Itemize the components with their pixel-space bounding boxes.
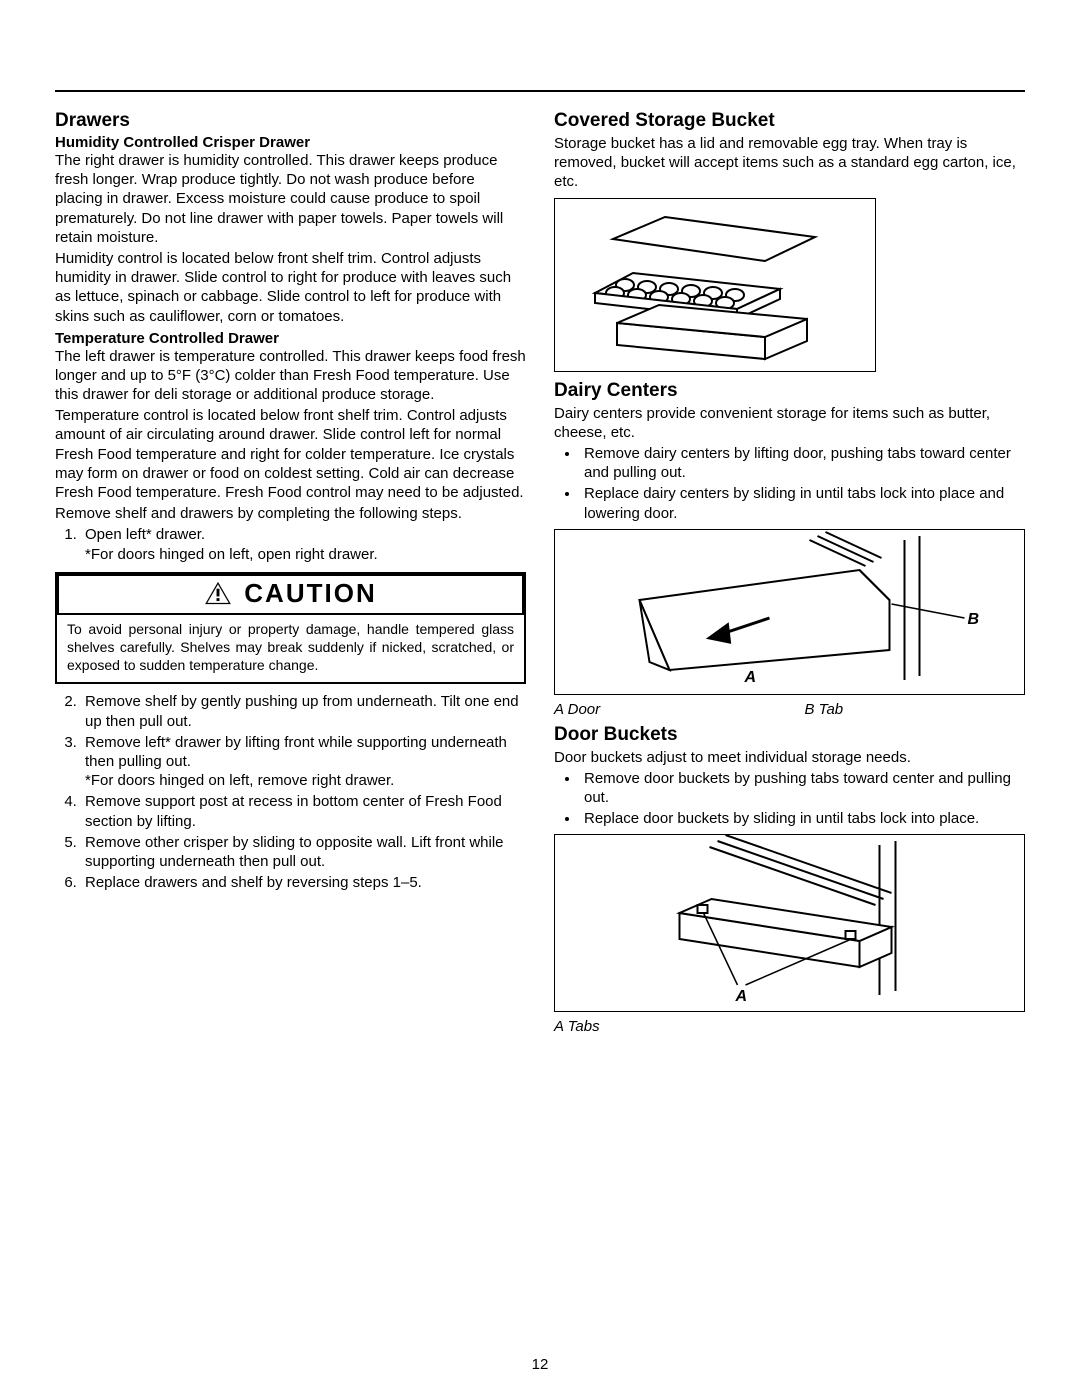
drawers-heading: Drawers	[55, 110, 526, 132]
dairy-center-illustration-icon: B A	[555, 530, 1024, 694]
left-column: Drawers Humidity Controlled Crisper Draw…	[55, 110, 526, 1041]
steps-list-bottom: Remove shelf by gently pushing up from u…	[55, 692, 526, 892]
temp-subhead: Temperature Controlled Drawer	[55, 330, 526, 347]
figure-dairy-center: B A	[554, 529, 1025, 695]
humidity-p2: Humidity control is located below front …	[55, 249, 526, 326]
caution-header: CAUTION	[57, 574, 524, 615]
right-column: Covered Storage Bucket Storage bucket ha…	[554, 110, 1025, 1041]
step-1: Open left* drawer. *For doors hinged on …	[81, 525, 526, 563]
caution-word: CAUTION	[244, 578, 376, 609]
dairy-bullet-1: Remove dairy centers by lifting door, pu…	[580, 444, 1025, 482]
door-buckets-heading: Door Buckets	[554, 724, 1025, 746]
step-4: Remove support post at recess in bottom …	[81, 792, 526, 830]
dairy-bullet-2: Replace dairy centers by sliding in unti…	[580, 484, 1025, 522]
warning-triangle-icon	[204, 581, 232, 605]
top-rule	[55, 90, 1025, 92]
step-3: Remove left* drawer by lifting front whi…	[81, 733, 526, 791]
step-1-text: Open left* drawer.	[85, 526, 205, 543]
caution-box: CAUTION To avoid personal injury or prop…	[55, 572, 526, 685]
figure2-caption: A Door B Tab	[554, 701, 1025, 718]
door-bucket-illustration-icon: A	[555, 835, 1024, 1011]
humidity-subhead: Humidity Controlled Crisper Drawer	[55, 134, 526, 151]
caution-body: To avoid personal injury or property dam…	[67, 621, 514, 675]
figure3-caption: A Tabs	[554, 1018, 1025, 1035]
figure2-cap-A: A Door	[554, 701, 775, 718]
step-6: Replace drawers and shelf by reversing s…	[81, 873, 526, 892]
dairy-bullets: Remove dairy centers by lifting door, pu…	[554, 444, 1025, 523]
step-1-note: *For doors hinged on left, open right dr…	[85, 545, 526, 564]
egg-tray-illustration-icon	[555, 199, 875, 371]
step-3-note: *For doors hinged on left, remove right …	[85, 771, 526, 790]
figure2-label-A: A	[744, 669, 757, 686]
steps-list-top: Open left* drawer. *For doors hinged on …	[55, 525, 526, 563]
covered-storage-heading: Covered Storage Bucket	[554, 110, 1025, 132]
figure3-label-A: A	[735, 988, 748, 1005]
remove-intro: Remove shelf and drawers by completing t…	[55, 504, 526, 523]
step-2: Remove shelf by gently pushing up from u…	[81, 692, 526, 730]
buckets-bullets: Remove door buckets by pushing tabs towa…	[554, 769, 1025, 829]
step-5: Remove other crisper by sliding to oppos…	[81, 833, 526, 871]
buckets-bullet-1: Remove door buckets by pushing tabs towa…	[580, 769, 1025, 807]
buckets-bullet-2: Replace door buckets by sliding in until…	[580, 809, 1025, 828]
dairy-centers-p: Dairy centers provide convenient storage…	[554, 404, 1025, 442]
page-number: 12	[0, 1356, 1080, 1373]
temp-p1: The left drawer is temperature controlle…	[55, 347, 526, 405]
step-3-text: Remove left* drawer by lifting front whi…	[85, 734, 507, 770]
page: Drawers Humidity Controlled Crisper Draw…	[0, 0, 1080, 1397]
temp-p2: Temperature control is located below fro…	[55, 406, 526, 502]
covered-storage-p: Storage bucket has a lid and removable e…	[554, 134, 1025, 192]
figure-egg-tray	[554, 198, 876, 372]
figure2-label-B: B	[968, 611, 980, 628]
door-buckets-p: Door buckets adjust to meet individual s…	[554, 748, 1025, 767]
humidity-p1: The right drawer is humidity controlled.…	[55, 151, 526, 247]
figure-door-bucket: A	[554, 834, 1025, 1012]
dairy-centers-heading: Dairy Centers	[554, 380, 1025, 402]
figure2-cap-B: B Tab	[775, 701, 1026, 718]
two-column-layout: Drawers Humidity Controlled Crisper Draw…	[55, 110, 1025, 1041]
